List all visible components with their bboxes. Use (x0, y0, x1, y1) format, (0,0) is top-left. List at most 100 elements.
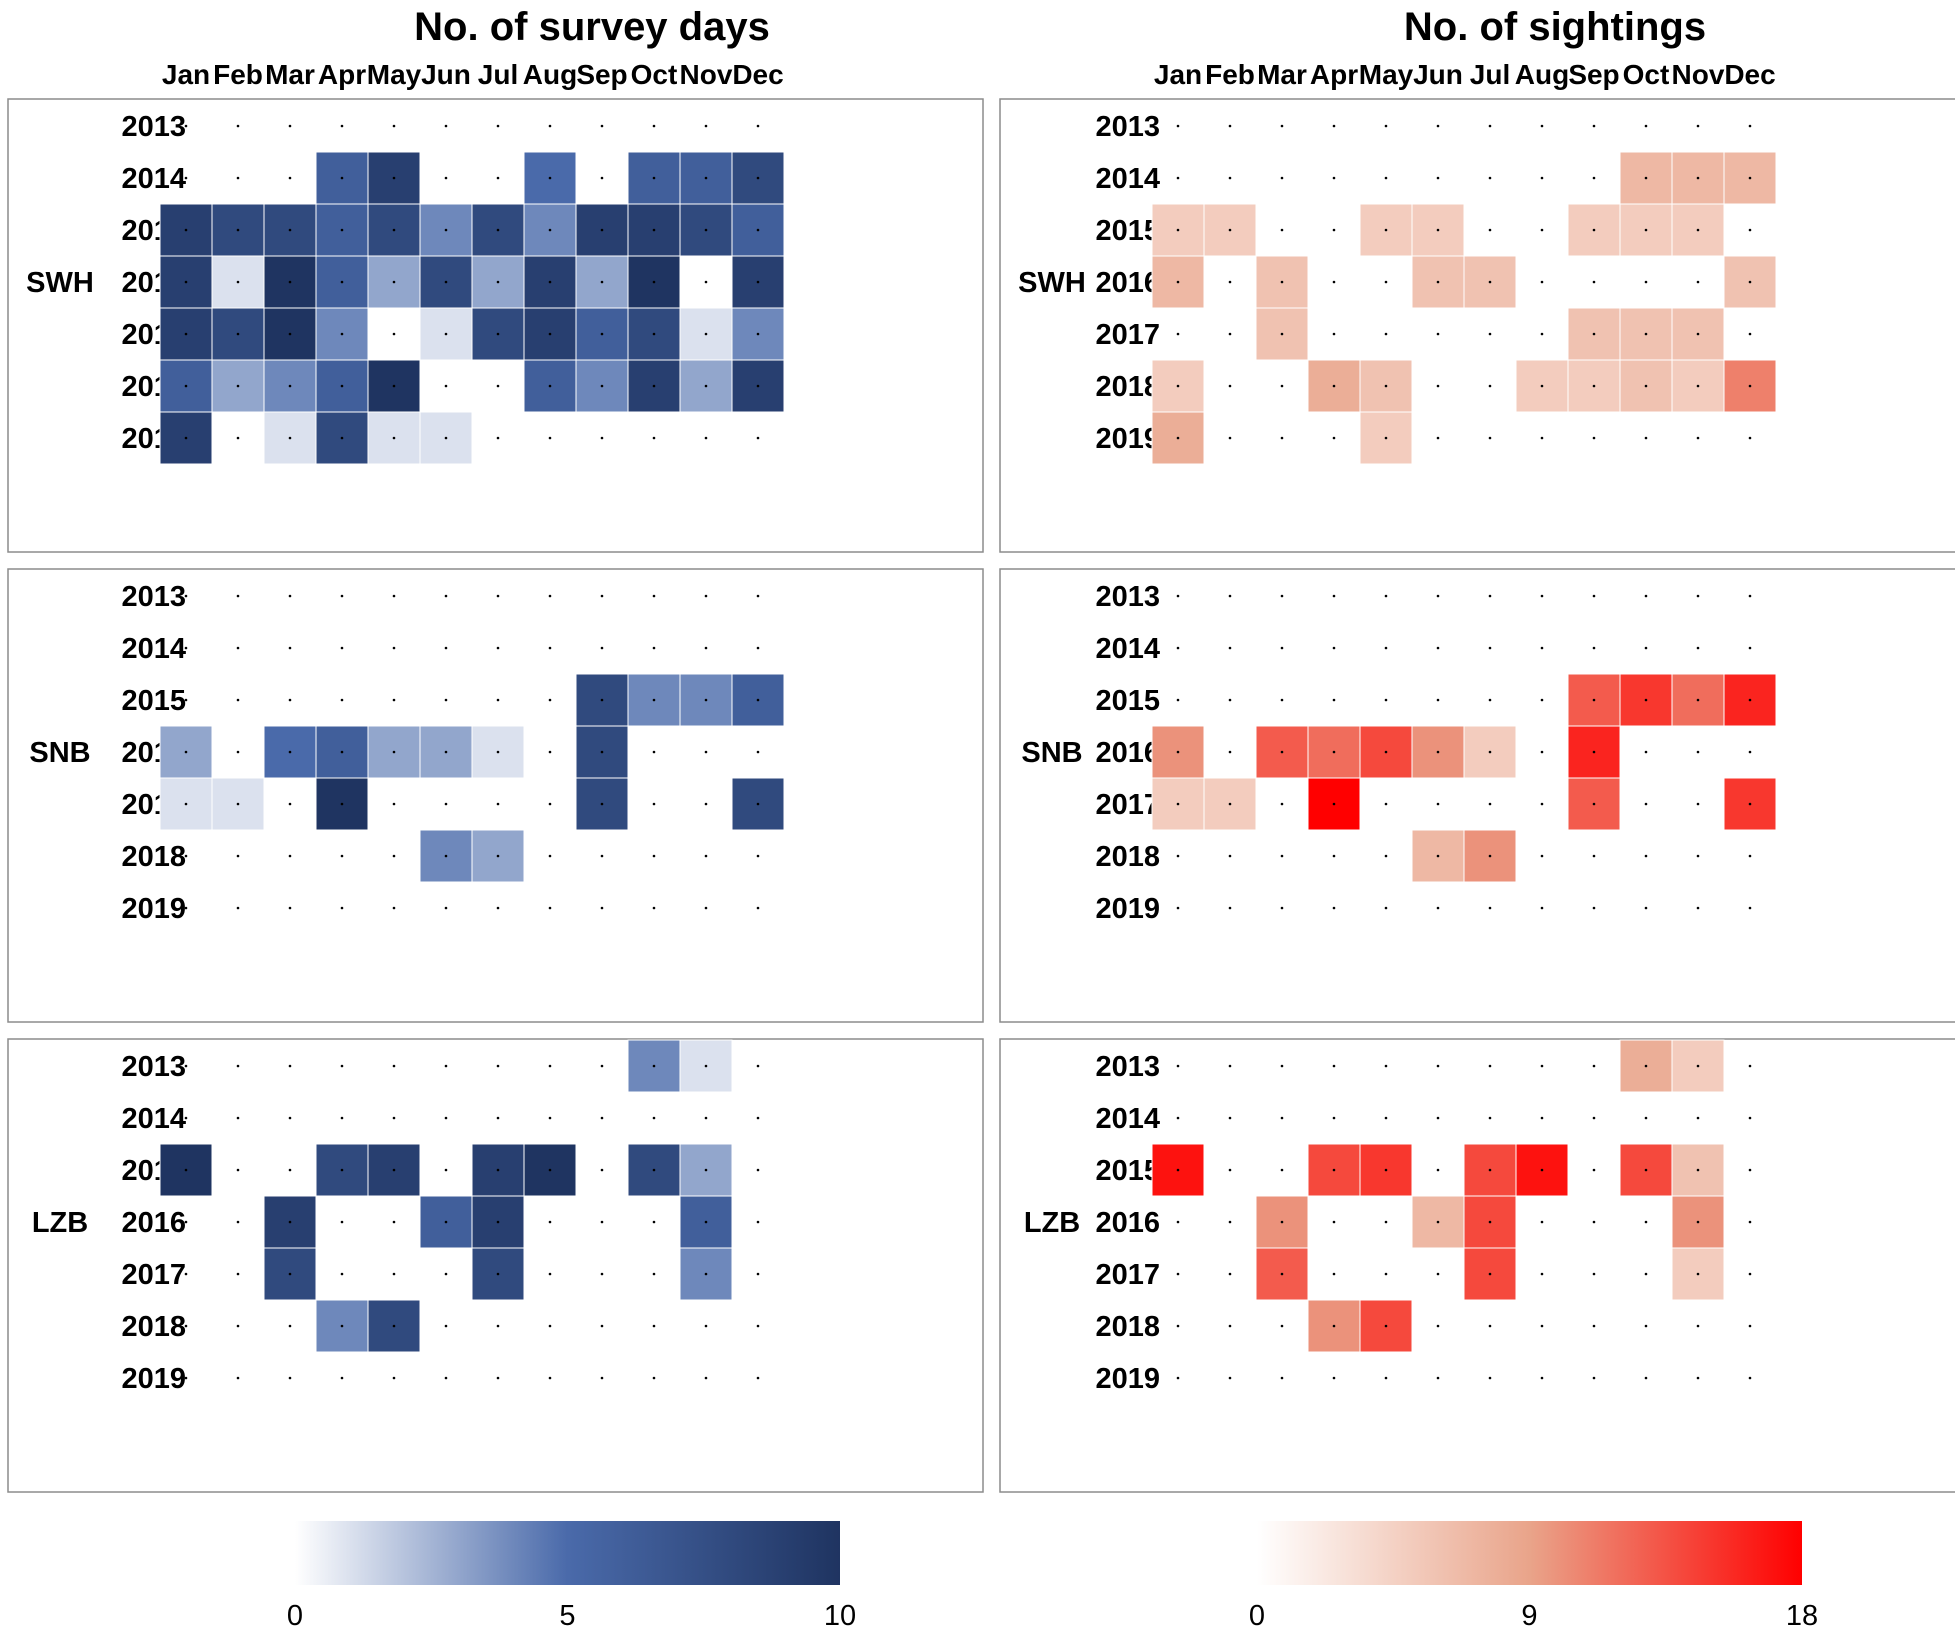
cell-dot (1592, 854, 1596, 858)
cell-dot (1644, 1324, 1648, 1328)
cell-dot (288, 124, 292, 128)
cell-dot (1488, 1324, 1492, 1328)
cell-dot (1176, 1064, 1180, 1068)
cell-dot (1332, 1064, 1336, 1068)
cell-dot (1748, 436, 1752, 440)
cell-dot (1488, 1376, 1492, 1380)
cell-dot (496, 1324, 500, 1328)
month-label-may: May (1359, 59, 1414, 90)
cell-dot (1228, 384, 1232, 388)
year-label: 2015 (1095, 685, 1160, 717)
cell-dot (1540, 802, 1544, 806)
cell-dot (1696, 1116, 1700, 1120)
cell-dot (600, 1168, 604, 1172)
cell-dot (1540, 332, 1544, 336)
cell-dot (1696, 1272, 1700, 1276)
cell-dot (1436, 646, 1440, 650)
cell-dot (548, 228, 552, 232)
cell-dot (756, 1064, 760, 1068)
cell-dot (1280, 1272, 1284, 1276)
cell-dot (756, 854, 760, 858)
cell-dot (1228, 228, 1232, 232)
cell-dot (1436, 698, 1440, 702)
cell-dot (184, 436, 188, 440)
cell-dot (1488, 750, 1492, 754)
cell-dot (1540, 280, 1544, 284)
year-label: 2016 (1095, 737, 1160, 769)
cell-dot (1280, 906, 1284, 910)
cell-dot (340, 1324, 344, 1328)
cell-dot (1280, 1116, 1284, 1120)
cell-dot (1488, 906, 1492, 910)
cell-dot (600, 802, 604, 806)
cell-dot (652, 854, 656, 858)
heatmap-cell (679, 359, 733, 413)
cell-dot (1176, 698, 1180, 702)
cell-dot (1176, 750, 1180, 754)
cell-dot (184, 1220, 188, 1224)
cell-dot (548, 594, 552, 598)
cell-dot (600, 750, 604, 754)
cell-dot (652, 646, 656, 650)
cell-dot (496, 646, 500, 650)
cell-dot (1644, 594, 1648, 598)
cell-dot (1748, 646, 1752, 650)
cell-dot (1436, 332, 1440, 336)
cell-dot (1436, 1220, 1440, 1224)
cell-dot (236, 1168, 240, 1172)
cell-dot (444, 1272, 448, 1276)
cell-dot (444, 802, 448, 806)
cell-dot (1696, 1064, 1700, 1068)
site-label: LZB (32, 1207, 88, 1239)
month-label-nov: Nov (1672, 59, 1725, 90)
cell-dot (1748, 802, 1752, 806)
cell-dot (444, 1324, 448, 1328)
cell-dot (1332, 1220, 1336, 1224)
cell-dot (444, 906, 448, 910)
cell-dot (1488, 646, 1492, 650)
panel-survey-days: No. of survey days Jan Feb Mar Apr May Jun Jul A… (7, 5, 984, 1632)
cell-dot (1332, 698, 1336, 702)
cell-dot (1228, 594, 1232, 598)
cell-dot (1540, 854, 1544, 858)
year-label: 2015 (1095, 1155, 1160, 1187)
cell-dot (1696, 1168, 1700, 1172)
cell-dot (652, 436, 656, 440)
cell-dot (288, 384, 292, 388)
cell-dot (1540, 436, 1544, 440)
cell-dot (392, 854, 396, 858)
cell-dot (1592, 1168, 1596, 1172)
cell-dot (704, 698, 708, 702)
cell-dot (756, 1168, 760, 1172)
cell-dot (1384, 1324, 1388, 1328)
cell-dot (652, 228, 656, 232)
cell-dot (236, 332, 240, 336)
cell-dot (184, 906, 188, 910)
cell-dot (1592, 1324, 1596, 1328)
cell-dot (340, 1272, 344, 1276)
cell-dot (340, 332, 344, 336)
cell-dot (1436, 384, 1440, 388)
cell-dot (1748, 906, 1752, 910)
cell-dot (392, 1116, 396, 1120)
cell-dot (236, 436, 240, 440)
month-label-feb: Feb (1205, 59, 1255, 90)
cell-dot (704, 802, 708, 806)
cell-dot (1488, 594, 1492, 598)
cell-dot (1592, 436, 1596, 440)
cell-dot (704, 906, 708, 910)
cell-dot (704, 124, 708, 128)
cell-dot (288, 1116, 292, 1120)
cell-dot (236, 1272, 240, 1276)
cell-dot (1228, 332, 1232, 336)
cell-dot (600, 332, 604, 336)
cell-dot (1748, 280, 1752, 284)
site-group-swh: SWH 2013 2014 2015 2016 2017 2018 2019 (999, 98, 1955, 553)
cell-dot (600, 384, 604, 388)
cell-dot (392, 280, 396, 284)
cell-dot (652, 1376, 656, 1380)
cell-dot (652, 750, 656, 754)
cell-dot (1176, 332, 1180, 336)
colorbar-tick-label: 0 (1249, 1600, 1265, 1632)
